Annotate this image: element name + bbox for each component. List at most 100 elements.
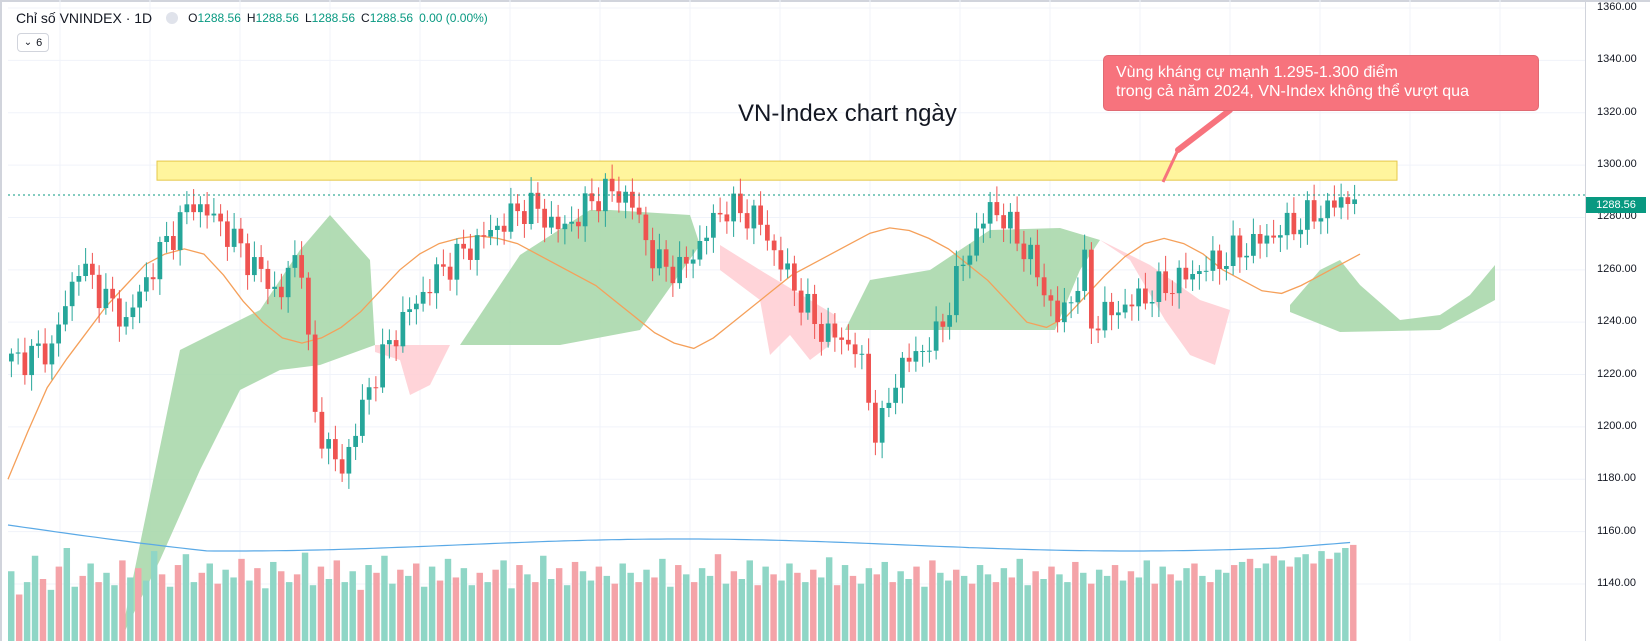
candle-body <box>1237 235 1243 258</box>
volume-bar <box>532 582 539 641</box>
candle <box>1264 224 1270 258</box>
volume-bar <box>111 585 118 641</box>
candle-body <box>596 201 601 212</box>
candle <box>852 332 858 368</box>
candle <box>1089 242 1094 344</box>
volume-bar <box>1310 563 1317 641</box>
moving-average-line <box>7 227 1361 480</box>
candle-body <box>636 207 642 215</box>
candle <box>427 279 433 306</box>
volume-bar <box>802 582 809 641</box>
volume-bar <box>270 561 277 641</box>
candle <box>29 339 34 391</box>
candle <box>76 265 82 296</box>
candle <box>454 238 460 296</box>
candle-body <box>1311 200 1317 222</box>
volume-bar <box>484 582 491 641</box>
candle-body <box>164 236 169 243</box>
candle <box>299 241 304 289</box>
volume-bar <box>230 577 237 641</box>
candle-body <box>812 293 817 325</box>
chart-annotation-title[interactable]: VN-Index chart ngày <box>738 100 957 127</box>
candle <box>1251 218 1256 264</box>
volume-bar <box>174 565 182 641</box>
candle-body <box>886 402 892 408</box>
candle <box>1021 230 1027 272</box>
candle-body <box>468 248 473 260</box>
candle-body <box>1291 212 1297 235</box>
volume-bar <box>468 585 476 641</box>
candle <box>15 338 21 365</box>
volume-bar <box>436 580 444 641</box>
candle <box>731 186 736 237</box>
candle-body <box>279 286 284 298</box>
resistance-callout[interactable]: Vùng kháng cự mạnh 1.295-1.300 điểm tron… <box>1103 55 1539 111</box>
candle-body <box>1136 288 1141 307</box>
candle <box>920 344 925 367</box>
candle-body <box>933 321 939 351</box>
candle-body <box>832 323 838 338</box>
candle-body <box>515 203 520 212</box>
volume-bar <box>325 579 333 641</box>
volume-bar <box>833 585 841 641</box>
candle <box>974 212 979 262</box>
candle <box>1008 203 1013 244</box>
volume-bar <box>659 558 666 641</box>
volume-bar <box>1088 583 1095 641</box>
volume-bar <box>571 561 579 641</box>
candle <box>1284 202 1290 250</box>
price-axis-label: 1280.00 <box>1597 210 1637 223</box>
candle-body <box>191 204 196 213</box>
candle-body <box>987 202 993 224</box>
candle-body <box>272 286 277 289</box>
candle-body <box>960 264 966 267</box>
candle <box>603 173 608 227</box>
candle <box>609 164 615 202</box>
volume-bar <box>309 585 317 641</box>
candle <box>987 191 993 239</box>
candle <box>481 221 487 249</box>
candle-body <box>1170 293 1175 295</box>
candle <box>1291 197 1297 241</box>
candle <box>562 215 568 245</box>
volume-bar <box>722 583 730 641</box>
candle-body <box>751 205 757 229</box>
symbol-title[interactable]: Chỉ số VNINDEX · 1D <box>16 10 153 26</box>
candle-body <box>528 192 534 224</box>
volume-bar <box>1350 544 1357 641</box>
candle <box>866 338 871 411</box>
candle <box>1082 234 1087 300</box>
candle-body <box>650 240 655 269</box>
volume-bar <box>976 565 984 641</box>
price-axis-label: 1360.00 <box>1597 1 1637 13</box>
volume-bar <box>206 563 213 641</box>
volume-bar <box>587 580 595 641</box>
volume-bar <box>897 571 904 641</box>
volume-bar <box>389 583 396 641</box>
volume-bar <box>405 575 412 641</box>
candle <box>1338 183 1344 220</box>
candle <box>191 189 196 221</box>
volume-bar <box>492 569 499 641</box>
volume-bar <box>1072 561 1079 641</box>
volume-bar <box>357 589 364 641</box>
volume-bar <box>1000 568 1008 641</box>
volume-bar <box>23 582 31 641</box>
candle <box>461 229 466 260</box>
volume-bar <box>524 574 531 641</box>
volume-bar <box>1167 574 1174 641</box>
candle-body <box>204 204 210 216</box>
candle-body <box>616 191 622 203</box>
candle <box>9 348 14 378</box>
candle <box>1318 205 1324 235</box>
candle-body <box>198 204 203 213</box>
indicators-toggle-button[interactable]: ⌄ 6 <box>17 33 49 52</box>
candle <box>420 276 426 312</box>
candle <box>164 221 169 253</box>
volume-bar <box>683 574 690 641</box>
candle-body <box>49 343 55 365</box>
candle-body <box>9 353 14 362</box>
candle <box>353 423 358 460</box>
candle-body <box>974 228 979 256</box>
